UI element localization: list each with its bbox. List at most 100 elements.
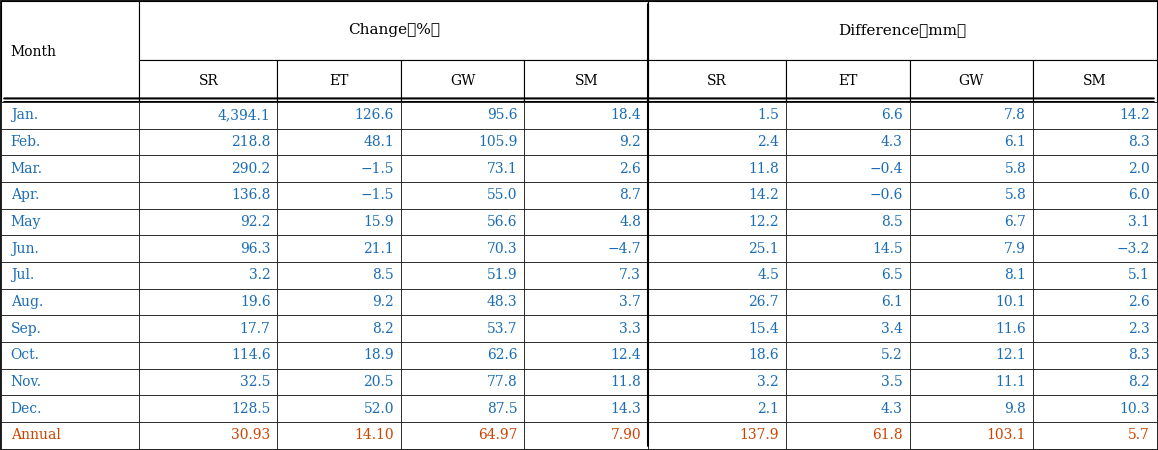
Bar [139, 102, 278, 129]
Text: 17.7: 17.7 [240, 322, 271, 336]
Text: GW: GW [450, 74, 476, 88]
Bar [1, 262, 139, 288]
Bar [1, 129, 139, 155]
Bar [278, 395, 401, 422]
Bar [525, 369, 648, 395]
Bar [1033, 315, 1157, 342]
Text: 8.3: 8.3 [1128, 135, 1150, 149]
Bar [1, 422, 139, 449]
Bar [139, 288, 278, 315]
Bar [1, 288, 139, 315]
Bar [1, 342, 139, 369]
Text: Jun.: Jun. [10, 242, 38, 256]
Bar [278, 342, 401, 369]
Bar [909, 235, 1033, 262]
Bar [401, 182, 525, 209]
Text: 87.5: 87.5 [486, 401, 518, 416]
Bar [401, 422, 525, 449]
Text: 11.8: 11.8 [748, 162, 779, 176]
Bar [786, 342, 909, 369]
Bar [525, 129, 648, 155]
Bar [525, 182, 648, 209]
Bar [1, 235, 139, 262]
Text: −0.6: −0.6 [870, 189, 902, 202]
Text: Dec.: Dec. [10, 401, 42, 416]
Text: 103.1: 103.1 [987, 428, 1026, 442]
Bar [648, 235, 786, 262]
Bar [139, 129, 278, 155]
Text: 136.8: 136.8 [232, 189, 271, 202]
Text: 18.9: 18.9 [364, 348, 394, 362]
Bar [648, 315, 786, 342]
Text: 92.2: 92.2 [240, 215, 271, 229]
Text: 4,394.1: 4,394.1 [218, 108, 271, 122]
Text: 53.7: 53.7 [486, 322, 518, 336]
Text: Jan.: Jan. [10, 108, 38, 122]
Text: 64.97: 64.97 [478, 428, 518, 442]
Bar [786, 102, 909, 129]
Bar [401, 102, 525, 129]
Bar [1, 209, 139, 235]
Bar [1033, 209, 1157, 235]
Text: 4.3: 4.3 [881, 135, 902, 149]
Text: 32.5: 32.5 [240, 375, 271, 389]
Text: 56.6: 56.6 [488, 215, 518, 229]
Bar [401, 395, 525, 422]
Text: 6.1: 6.1 [881, 295, 902, 309]
Text: 290.2: 290.2 [232, 162, 271, 176]
Text: 12.4: 12.4 [610, 348, 642, 362]
Text: 126.6: 126.6 [354, 108, 394, 122]
Text: 4.3: 4.3 [881, 401, 902, 416]
Text: −3.2: −3.2 [1116, 242, 1150, 256]
Text: 14.3: 14.3 [610, 401, 642, 416]
Text: 15.4: 15.4 [748, 322, 779, 336]
Text: Mar.: Mar. [10, 162, 43, 176]
Text: 8.1: 8.1 [1004, 268, 1026, 282]
Bar [525, 209, 648, 235]
Bar [1, 1, 139, 102]
Bar [786, 209, 909, 235]
Text: 18.4: 18.4 [610, 108, 642, 122]
Text: 114.6: 114.6 [230, 348, 271, 362]
Text: Difference（mm）: Difference（mm） [838, 23, 967, 37]
Text: 14.2: 14.2 [1119, 108, 1150, 122]
Bar [401, 262, 525, 288]
Text: SR: SR [708, 74, 727, 88]
Bar [278, 209, 401, 235]
Text: 18.6: 18.6 [748, 348, 779, 362]
Text: −0.4: −0.4 [870, 162, 902, 176]
Bar [525, 315, 648, 342]
Bar [786, 262, 909, 288]
Text: 5.2: 5.2 [881, 348, 902, 362]
Bar [1, 369, 139, 395]
Bar [648, 209, 786, 235]
Bar [525, 155, 648, 182]
Bar [278, 129, 401, 155]
Text: 2.1: 2.1 [757, 401, 779, 416]
Text: 3.3: 3.3 [620, 322, 642, 336]
Text: 9.2: 9.2 [620, 135, 642, 149]
Text: 21.1: 21.1 [364, 242, 394, 256]
Bar [525, 395, 648, 422]
Text: 3.4: 3.4 [881, 322, 902, 336]
Bar [786, 59, 909, 102]
Bar [909, 342, 1033, 369]
Bar [139, 209, 278, 235]
Text: 30.93: 30.93 [232, 428, 271, 442]
Text: Jul.: Jul. [10, 268, 34, 282]
Text: Aug.: Aug. [10, 295, 43, 309]
Text: Change（%）: Change（%） [347, 23, 440, 37]
Text: 7.8: 7.8 [1004, 108, 1026, 122]
Text: 7.90: 7.90 [610, 428, 642, 442]
Text: 5.7: 5.7 [1128, 428, 1150, 442]
Text: 218.8: 218.8 [232, 135, 271, 149]
Bar [525, 235, 648, 262]
Bar [648, 155, 786, 182]
Bar [525, 288, 648, 315]
Text: May: May [10, 215, 41, 229]
Text: 14.5: 14.5 [872, 242, 902, 256]
Bar [648, 129, 786, 155]
Bar [1, 102, 139, 129]
Bar [909, 395, 1033, 422]
Bar [909, 155, 1033, 182]
